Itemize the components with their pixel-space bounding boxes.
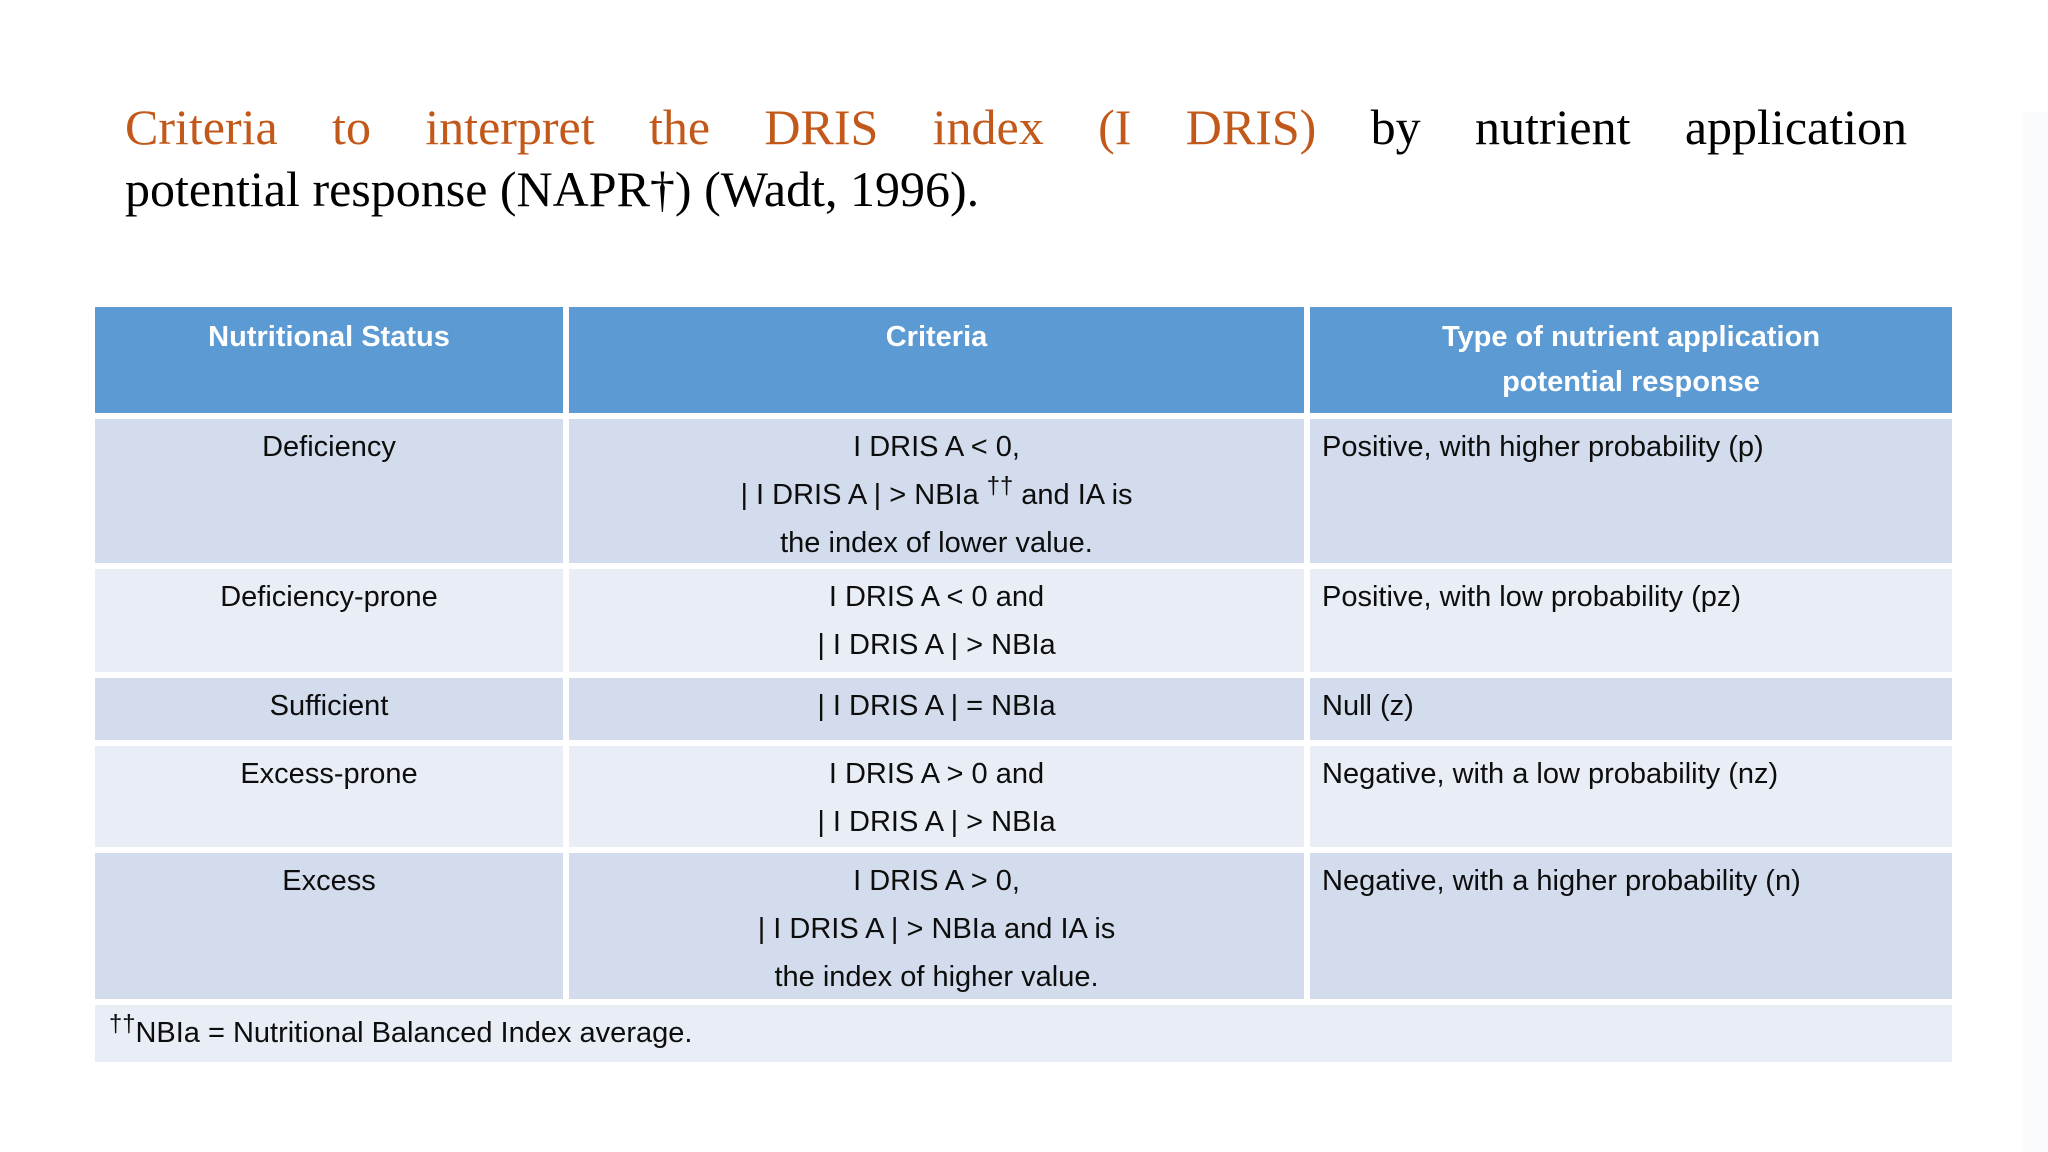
header-label: Nutritional Status: [208, 321, 450, 353]
title-line-2: potential response (NAPR†) (Wadt, 1996).: [125, 161, 980, 217]
status-cell-excess-prone: Excess-prone: [95, 746, 563, 847]
criteria-line: | I DRIS A | > NBIa †† and IA is: [740, 472, 1133, 511]
criteria-line: I DRIS A < 0 and: [828, 581, 1045, 613]
response-cell-excess-prone: Negative, with a low probability (nz): [1310, 746, 1952, 847]
status-cell-excess: Excess: [95, 853, 563, 999]
criteria-table: Nutritional Status Criteria Type of nutr…: [95, 307, 1952, 1062]
status-cell-sufficient: Sufficient: [95, 678, 563, 740]
header-cell-response-type: Type of nutrient application potential r…: [1310, 307, 1952, 413]
criteria-line: | I DRIS A | > NBIa and IA is: [757, 913, 1116, 945]
response-cell-deficiency-prone: Positive, with low probability (pz): [1310, 569, 1952, 672]
criteria-line: | I DRIS A | > NBIa: [817, 806, 1056, 838]
double-dagger-marker: ††: [986, 472, 1014, 500]
criteria-cell-deficiency: I DRIS A < 0, | I DRIS A | > NBIa †† and…: [569, 419, 1304, 563]
criteria-cell-excess-prone: I DRIS A > 0 and | I DRIS A | > NBIa: [569, 746, 1304, 847]
title-line-1: Criteria to interpret the DRIS index (I …: [125, 96, 1907, 158]
header-cell-criteria: Criteria: [569, 307, 1304, 413]
title-rest: by nutrient application: [1316, 99, 1907, 155]
criteria-line: | I DRIS A | = NBIa: [817, 690, 1056, 722]
header-cell-nutritional-status: Nutritional Status: [95, 307, 563, 413]
criteria-cell-deficiency-prone: I DRIS A < 0 and | I DRIS A | > NBIa: [569, 569, 1304, 672]
criteria-line: | I DRIS A | > NBIa: [817, 629, 1056, 661]
criteria-line: I DRIS A > 0,: [853, 865, 1020, 897]
criteria-cell-excess: I DRIS A > 0, | I DRIS A | > NBIa and IA…: [569, 853, 1304, 999]
double-dagger-marker: ††: [109, 1010, 136, 1038]
criteria-line: the index of lower value.: [780, 527, 1093, 559]
criteria-line: the index of higher value.: [774, 961, 1099, 993]
status-cell-deficiency: Deficiency: [95, 419, 563, 563]
table-footnote: ††NBIa = Nutritional Balanced Index aver…: [95, 1005, 1952, 1062]
footnote-text: NBIa = Nutritional Balanced Index averag…: [135, 1017, 693, 1049]
header-label-line1: Type of nutrient application: [1441, 321, 1821, 353]
status-cell-deficiency-prone: Deficiency-prone: [95, 569, 563, 672]
slide-title: Criteria to interpret the DRIS index (I …: [125, 96, 1907, 220]
criteria-line: I DRIS A < 0,: [853, 431, 1020, 463]
criteria-line: I DRIS A > 0 and: [828, 758, 1045, 790]
header-label: Criteria: [885, 321, 988, 353]
title-highlight: Criteria to interpret the DRIS index (I …: [125, 99, 1317, 155]
response-cell-excess: Negative, with a higher probability (n): [1310, 853, 1952, 999]
right-edge-strip: [2022, 112, 2048, 1152]
response-cell-deficiency: Positive, with higher probability (p): [1310, 419, 1952, 563]
response-cell-sufficient: Null (z): [1310, 678, 1952, 740]
header-label-line2: potential response: [1502, 366, 1760, 398]
criteria-cell-sufficient: | I DRIS A | = NBIa: [569, 678, 1304, 740]
